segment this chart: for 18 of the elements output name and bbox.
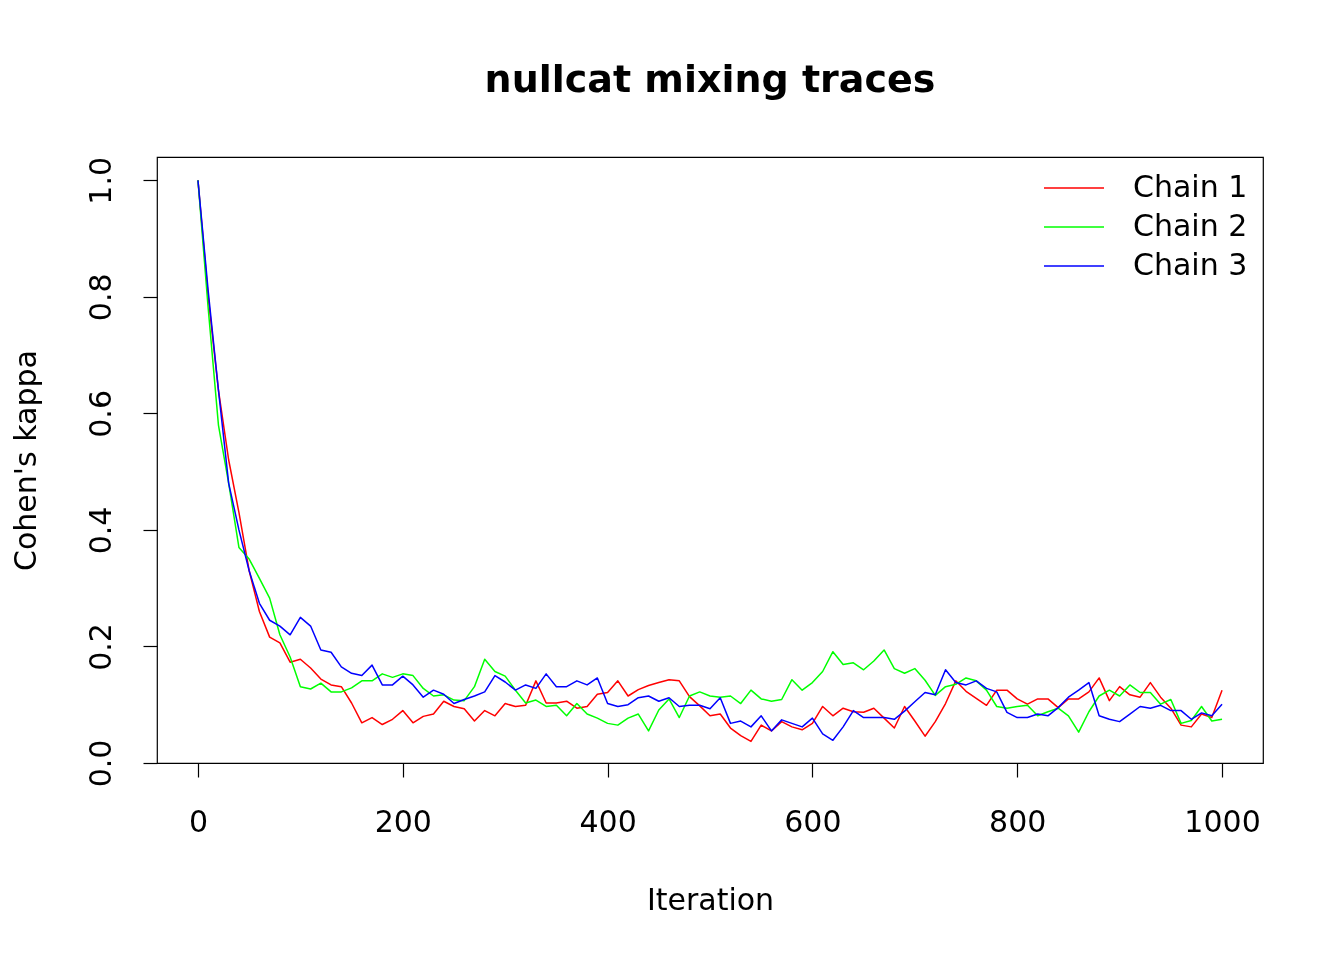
legend-label: Chain 2 bbox=[1133, 208, 1248, 243]
y-axis-title: Cohen's kappa bbox=[7, 350, 43, 571]
x-tick-label: 600 bbox=[784, 803, 842, 839]
x-tick-label: 400 bbox=[579, 803, 637, 839]
x-tick-label: 800 bbox=[989, 803, 1047, 839]
y-tick-label: 0.0 bbox=[82, 739, 118, 788]
x-tick-label: 200 bbox=[374, 803, 432, 839]
y-tick-label: 0.2 bbox=[82, 623, 118, 671]
y-tick-label: 0.4 bbox=[82, 506, 118, 555]
legend-label: Chain 1 bbox=[1133, 169, 1248, 204]
y-tick-label: 0.6 bbox=[82, 390, 118, 438]
x-tick-label: 0 bbox=[188, 803, 209, 839]
x-axis-title: Iteration bbox=[646, 881, 775, 917]
y-tick-label: 0.8 bbox=[82, 273, 118, 322]
legend-label: Chain 3 bbox=[1133, 247, 1248, 282]
x-tick-label: 1000 bbox=[1184, 803, 1261, 839]
y-tick-label: 1.0 bbox=[82, 156, 118, 205]
chart-title: nullcat mixing traces bbox=[484, 57, 936, 102]
